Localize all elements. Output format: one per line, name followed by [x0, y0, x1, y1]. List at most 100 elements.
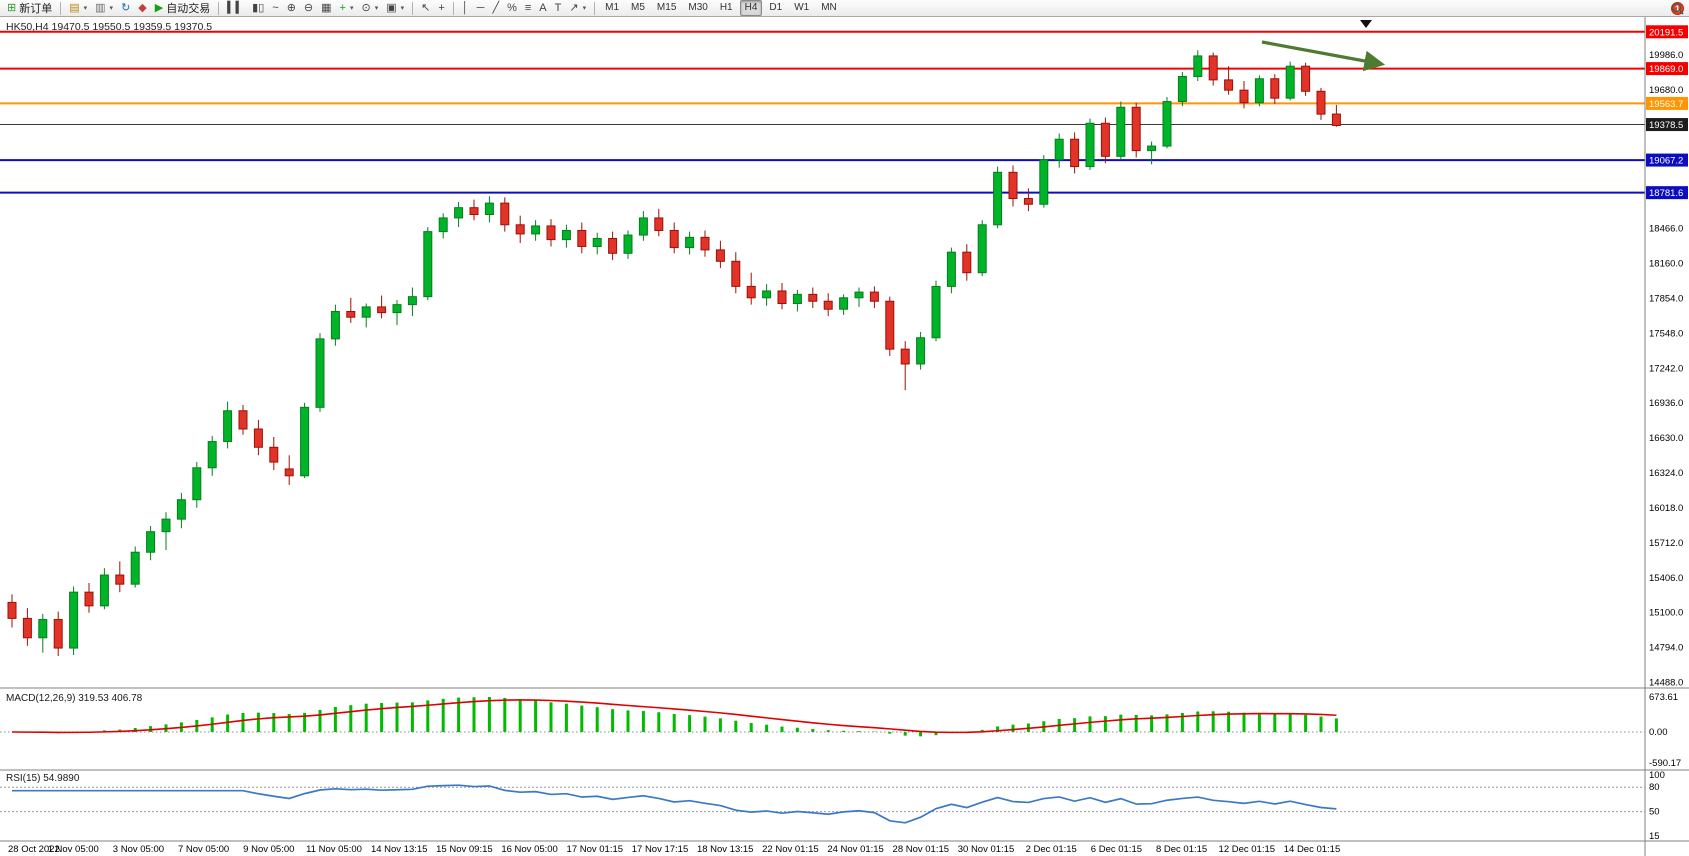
- timeframe-mn-button[interactable]: MN: [821, 2, 837, 13]
- chart-shift-marker[interactable]: [1360, 20, 1372, 28]
- candle: [1316, 87, 1326, 120]
- candle: [916, 332, 926, 370]
- price-axis-label: 18160.0: [1649, 259, 1683, 270]
- crosshair-button[interactable]: +: [434, 1, 448, 16]
- price-axis-label: 17854.0: [1649, 293, 1683, 304]
- price-axis-label: 15712.0: [1649, 538, 1683, 549]
- profiles-button[interactable]: ▥ ▾: [91, 1, 117, 16]
- horizontal-line-button[interactable]: ─: [473, 1, 489, 16]
- auto-trading-button[interactable]: ▶ 自动交易: [151, 1, 214, 16]
- timeframe-m1-button[interactable]: M1: [605, 2, 620, 13]
- auto-trading-icon: ▶: [154, 1, 164, 14]
- tile-windows-icon: ▦: [321, 1, 332, 14]
- templates-icon: ▣: [386, 1, 397, 14]
- price-badge-label: 19869.0: [1649, 64, 1683, 75]
- candle: [469, 199, 479, 221]
- candle: [1193, 50, 1203, 82]
- price-badge-label: 20191.5: [1649, 27, 1683, 38]
- new-order-button[interactable]: ⊞ 新订单: [3, 1, 56, 16]
- search-icon[interactable]: [1671, 2, 1684, 15]
- time-axis-label: 28 Nov 01:15: [893, 844, 950, 855]
- dropdown-caret-icon: ▾: [400, 5, 405, 12]
- timeframe-m15-button[interactable]: M15: [656, 2, 677, 13]
- equidistant-channel-button[interactable]: %: [503, 1, 521, 16]
- candle: [977, 220, 987, 277]
- candle: [715, 240, 725, 269]
- fibonacci-button[interactable]: ≡: [521, 1, 535, 16]
- price-badge: [1646, 96, 1688, 110]
- trendline-button[interactable]: ╱: [488, 1, 503, 16]
- timeframe-w1-button[interactable]: W1: [794, 2, 810, 13]
- cursor-button[interactable]: ↖: [417, 1, 434, 16]
- candlestick-chart-button[interactable]: ▮▯: [248, 1, 268, 16]
- macd-panel: [0, 697, 1645, 737]
- time-axis-label: 8 Dec 01:15: [1156, 844, 1207, 855]
- price-axis-label: 14794.0: [1649, 643, 1683, 654]
- price-axis-label: 14488.0: [1649, 678, 1683, 689]
- timeframe-h4-button[interactable]: H4: [739, 0, 763, 16]
- candle: [1023, 188, 1033, 212]
- time-axis-label: 12 Dec 01:15: [1219, 844, 1276, 855]
- timeframe-m30-button[interactable]: M30: [688, 2, 708, 13]
- candle: [746, 272, 756, 305]
- text-label-button[interactable]: T: [551, 1, 566, 16]
- candle: [885, 296, 895, 356]
- candle: [608, 231, 618, 261]
- candle: [1208, 52, 1218, 86]
- macd-axis-label: -590.17: [1649, 758, 1681, 769]
- candle: [361, 303, 371, 328]
- candle: [53, 611, 63, 657]
- time-axis-label: 2 Dec 01:15: [1026, 844, 1077, 855]
- favorites-button[interactable]: ◆: [134, 1, 150, 16]
- zoom-out-button[interactable]: ⊖: [300, 1, 317, 16]
- trend-arrow-annotation[interactable]: [1261, 40, 1386, 72]
- text-button[interactable]: A: [535, 1, 550, 16]
- tile-windows-button[interactable]: ▦: [317, 1, 335, 16]
- refresh-button[interactable]: ↻: [117, 1, 134, 16]
- timeframe-m5-button[interactable]: M5: [631, 2, 645, 13]
- candle: [407, 287, 417, 317]
- candle: [531, 220, 541, 241]
- candle: [700, 230, 710, 257]
- candle: [207, 435, 217, 476]
- candle: [223, 401, 233, 449]
- candle: [115, 561, 125, 593]
- bar-chart-button[interactable]: ▍▍: [223, 1, 248, 16]
- candle: [1331, 104, 1341, 127]
- favorites-icon: ◆: [138, 1, 147, 14]
- zoom-out-icon: ⊖: [303, 1, 314, 14]
- price-axis-label: 15406.0: [1649, 573, 1683, 584]
- candle: [869, 286, 879, 309]
- new-chart-button[interactable]: ▤ ▾: [65, 1, 91, 16]
- price-axis-label: 16018.0: [1649, 503, 1683, 514]
- arrows-button[interactable]: ↗ ▾: [565, 1, 590, 16]
- line-chart-button[interactable]: ~: [268, 1, 282, 16]
- vertical-line-button[interactable]: │: [458, 1, 473, 16]
- equidistant-channel-icon: %: [507, 1, 517, 14]
- candle: [315, 333, 325, 412]
- candle: [500, 197, 510, 232]
- candle: [1100, 117, 1110, 164]
- arrows-icon: ↗: [569, 1, 579, 14]
- timeframe-h1-button[interactable]: H1: [719, 2, 733, 13]
- toolbar-separator: [218, 1, 220, 15]
- refresh-icon: ↻: [121, 1, 131, 14]
- indicators-button[interactable]: + ▾: [336, 1, 358, 16]
- price-badge-label: 18781.6: [1649, 188, 1683, 199]
- periods-button[interactable]: ⊙ ▾: [357, 1, 382, 16]
- candle: [546, 219, 556, 247]
- price-badge: [1646, 153, 1688, 167]
- price-badge: [1646, 25, 1688, 39]
- candle: [69, 586, 79, 655]
- price-axis-label: 16324.0: [1649, 468, 1683, 479]
- timeframe-d1-button[interactable]: D1: [769, 2, 783, 13]
- templates-button[interactable]: ▣ ▾: [382, 1, 408, 16]
- candle: [1116, 101, 1126, 160]
- candle: [1270, 74, 1280, 104]
- candle: [808, 287, 818, 309]
- zoom-in-button[interactable]: ⊕: [283, 1, 300, 16]
- time-axis-label: 9 Nov 05:00: [243, 844, 294, 855]
- candle: [84, 583, 94, 613]
- candle: [1054, 133, 1064, 168]
